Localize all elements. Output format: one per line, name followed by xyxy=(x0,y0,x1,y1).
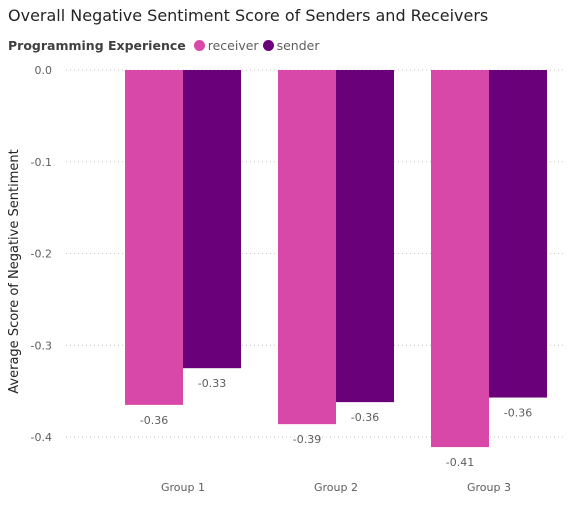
legend-item-sender[interactable]: sender xyxy=(262,38,320,53)
data-label-sender: -0.36 xyxy=(504,407,532,420)
chart-title: Overall Negative Sentiment Score of Send… xyxy=(8,6,489,25)
x-category-label: Group 1 xyxy=(161,481,205,494)
x-axis-categories: Group 1 Group 2 Group 3 xyxy=(161,481,511,494)
x-category-label: Group 3 xyxy=(467,481,511,494)
data-label-receiver: -0.36 xyxy=(140,414,168,427)
y-tick-label: 0.0 xyxy=(35,64,53,77)
bar-receiver-group-2[interactable] xyxy=(278,70,336,425)
data-label-receiver: -0.39 xyxy=(293,433,321,446)
legend-item-receiver[interactable]: receiver xyxy=(193,38,259,53)
legend-label-receiver: receiver xyxy=(207,38,259,53)
y-tick-label: -0.1 xyxy=(31,156,52,169)
bar-sender-group-1[interactable] xyxy=(183,70,241,369)
legend: Programming Experience receiver sender xyxy=(8,38,323,53)
bars xyxy=(125,70,547,448)
legend-label-sender: sender xyxy=(276,38,320,53)
data-label-receiver: -0.41 xyxy=(446,456,474,469)
legend-marker-receiver xyxy=(193,40,205,51)
data-label-sender: -0.36 xyxy=(351,411,379,424)
bar-receiver-group-1[interactable] xyxy=(125,70,183,405)
y-tick-label: -0.2 xyxy=(31,248,52,261)
legend-marker-sender xyxy=(262,40,274,51)
legend-title: Programming Experience xyxy=(8,38,186,53)
x-category-label: Group 2 xyxy=(314,481,358,494)
data-labels: -0.36 -0.33 -0.39 -0.36 -0.41 -0.36 xyxy=(140,377,532,469)
y-axis-ticks: 0.0 -0.1 -0.2 -0.3 -0.4 xyxy=(31,64,52,444)
bar-sender-group-3[interactable] xyxy=(489,70,547,398)
data-label-sender: -0.33 xyxy=(198,377,226,390)
y-tick-label: -0.4 xyxy=(31,431,52,444)
bar-receiver-group-3[interactable] xyxy=(431,70,489,448)
bar-sender-group-2[interactable] xyxy=(336,70,394,403)
y-axis-title: Average Score of Negative Sentiment xyxy=(7,149,22,393)
y-tick-label: -0.3 xyxy=(31,339,52,352)
